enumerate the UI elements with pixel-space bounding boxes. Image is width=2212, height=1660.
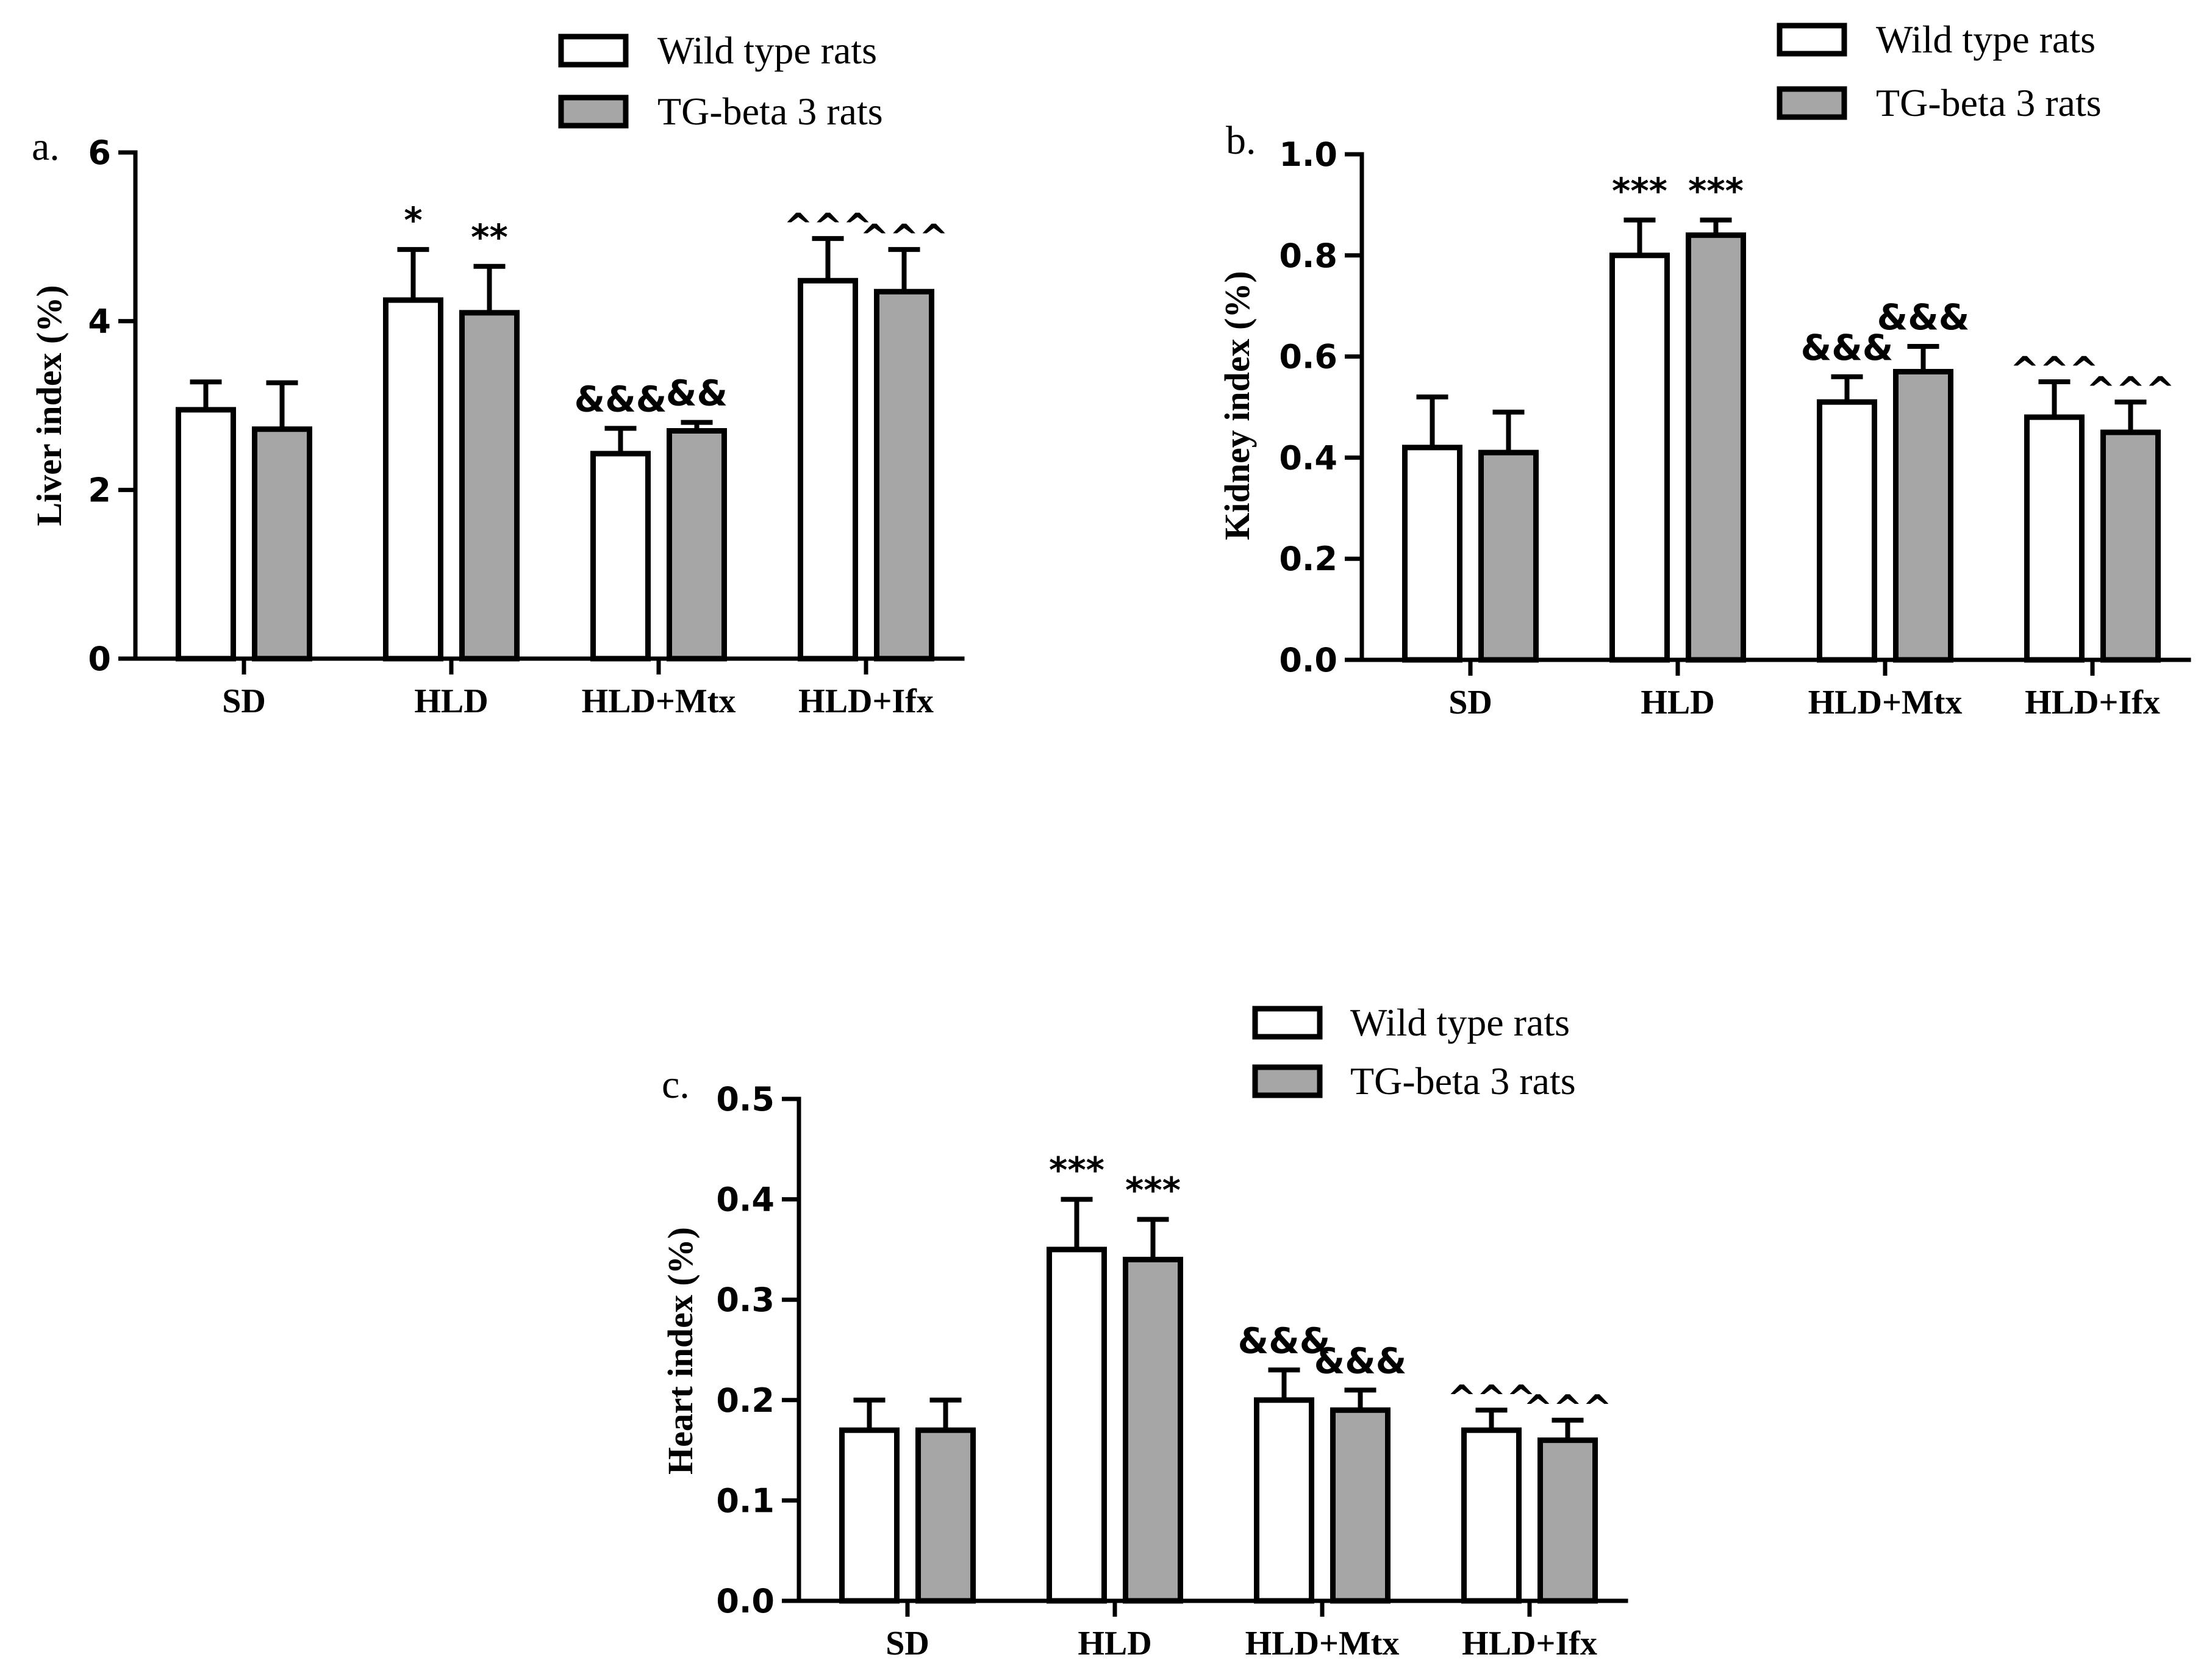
- y-axis-label: Liver index (%): [29, 285, 69, 526]
- significance-annotation: ***: [1612, 170, 1667, 212]
- panel-label: a.: [32, 124, 60, 169]
- legend-swatch-tg-beta3: [1777, 86, 1847, 120]
- panel-a: a. Liver index (%) 0 2 4 6 SD HLD HLD+Mtx HLD+Ifx…: [29, 29, 965, 720]
- significance-annotation: ^^^: [1523, 1387, 1612, 1429]
- legend-label-wild-type: Wild type rats: [1350, 1001, 1570, 1044]
- y-tick-label: 0.3: [716, 1281, 775, 1319]
- significance-annotation: ^^^: [860, 216, 949, 258]
- bar-wild-type: [176, 407, 236, 662]
- bar-tg-beta3: [1537, 1437, 1598, 1604]
- bar-wild-type: [2024, 414, 2085, 663]
- bar-wild-type: [1254, 1397, 1314, 1604]
- significance-annotation: &&&: [574, 378, 667, 420]
- significance-annotation: &&: [666, 373, 728, 414]
- y-tick-label: 6: [88, 134, 111, 172]
- bar-tg-beta3: [1686, 232, 1746, 663]
- y-tick-label: 0.2: [716, 1381, 775, 1420]
- significance-annotation: &&&: [1238, 1320, 1331, 1361]
- bar-tg-beta3: [1893, 368, 1953, 663]
- y-tick-label: 0.5: [716, 1080, 775, 1118]
- legend-label-tg-beta3: TG-beta 3 rats: [1350, 1059, 1576, 1103]
- x-tick-label: HLD+Mtx: [1808, 684, 1963, 721]
- panel-label: c.: [662, 1062, 690, 1107]
- bar-wild-type: [1609, 252, 1670, 663]
- bar-tg-beta3: [1478, 449, 1539, 663]
- significance-annotation: &&&: [1801, 327, 1894, 368]
- panel-label: b.: [1226, 118, 1256, 163]
- significance-annotation: ***: [1125, 1170, 1181, 1211]
- bar-tg-beta3: [915, 1427, 976, 1604]
- panel-c: c. Heart index (%) 0.0 0.1 0.2 0.3 0.4 0.5 SD HLD…: [660, 1001, 1628, 1660]
- x-tick-label: HLD+Mtx: [1245, 1625, 1400, 1660]
- bar-wild-type: [1461, 1427, 1522, 1604]
- significance-annotation: ^^^: [2010, 349, 2099, 390]
- bar-wild-type: [798, 277, 858, 662]
- bar-wild-type: [839, 1427, 900, 1604]
- y-tick-label: 1.0: [1279, 135, 1337, 174]
- x-tick-label: SD: [886, 1625, 929, 1660]
- x-tick-label: HLD: [1078, 1625, 1151, 1660]
- legend-swatch-wild-type: [1777, 23, 1847, 57]
- bar-tg-beta3: [459, 310, 520, 662]
- y-tick-label: 0.2: [1279, 540, 1337, 578]
- legend-swatch-tg-beta3: [558, 95, 629, 129]
- y-tick-label: 0.6: [1279, 338, 1337, 376]
- x-tick-label: SD: [1448, 684, 1492, 721]
- significance-annotation: &&&: [1877, 296, 1970, 338]
- legend-label-tg-beta3: TG-beta 3 rats: [657, 90, 883, 133]
- significance-annotation: ***: [1049, 1150, 1104, 1191]
- bar-tg-beta3: [874, 288, 934, 662]
- significance-annotation: ^^^: [2086, 369, 2175, 410]
- significance-annotation: **: [471, 216, 508, 258]
- significance-annotation: ^^^: [1447, 1377, 1536, 1419]
- x-tick-label: HLD: [1641, 684, 1714, 721]
- bar-wild-type: [1817, 399, 1877, 663]
- legend-swatch-tg-beta3: [1252, 1064, 1323, 1098]
- x-tick-label: HLD+Ifx: [798, 682, 934, 720]
- legend-swatch-wild-type: [558, 34, 629, 68]
- y-tick-label: 0: [88, 640, 111, 678]
- significance-annotation: *: [404, 199, 422, 241]
- bar-wild-type: [383, 297, 443, 662]
- significance-annotation: &&&: [1314, 1340, 1407, 1381]
- y-axis-label: Heart index (%): [660, 1227, 700, 1475]
- legend-swatch-wild-type: [1252, 1006, 1323, 1040]
- x-tick-label: HLD+Ifx: [1462, 1625, 1597, 1660]
- y-tick-label: 2: [88, 471, 111, 509]
- bar-tg-beta3: [667, 428, 727, 662]
- bar-tg-beta3: [252, 426, 312, 662]
- panel-b: b. Kidney index (%) 0.0 0.2 0.4 0.6 0.8 1.0 SD HL…: [1217, 18, 2191, 721]
- x-tick-label: HLD+Mtx: [582, 682, 736, 720]
- y-tick-label: 0.8: [1279, 237, 1337, 275]
- legend-label-wild-type: Wild type rats: [1876, 18, 2096, 61]
- y-tick-label: 0.0: [716, 1582, 775, 1620]
- y-tick-label: 0.4: [716, 1181, 775, 1219]
- bar-wild-type: [1047, 1247, 1107, 1604]
- y-tick-label: 4: [88, 302, 111, 341]
- x-tick-label: SD: [222, 682, 266, 720]
- legend-label-wild-type: Wild type rats: [657, 29, 877, 72]
- y-tick-label: 0.1: [716, 1481, 775, 1520]
- bar-wild-type: [590, 451, 651, 662]
- bar-tg-beta3: [1330, 1407, 1391, 1604]
- y-tick-label: 0.0: [1279, 641, 1337, 679]
- significance-annotation: ^^^: [784, 206, 873, 247]
- x-tick-label: HLD: [414, 682, 488, 720]
- y-tick-label: 0.4: [1279, 438, 1337, 477]
- significance-annotation: ***: [1688, 170, 1744, 212]
- legend-label-tg-beta3: TG-beta 3 rats: [1876, 81, 2102, 124]
- bar-tg-beta3: [2100, 429, 2161, 663]
- x-tick-label: HLD+Ifx: [2025, 684, 2160, 721]
- bar-wild-type: [1402, 445, 1462, 663]
- y-axis-label: Kidney index (%): [1217, 271, 1257, 540]
- bar-tg-beta3: [1123, 1256, 1183, 1604]
